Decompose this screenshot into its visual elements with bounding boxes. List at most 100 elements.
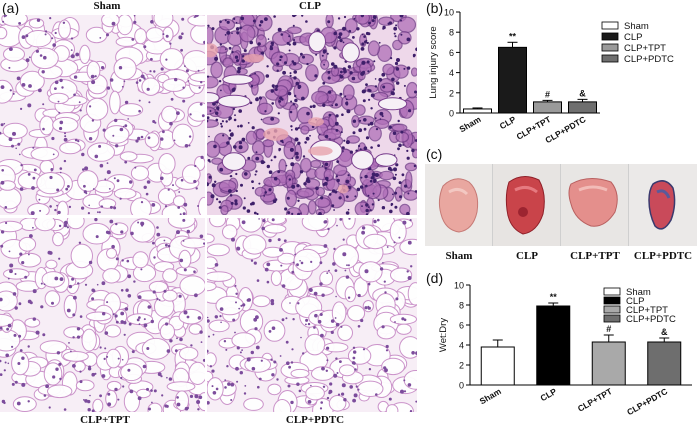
nucleus [207, 401, 210, 405]
alveolus [190, 23, 205, 45]
nucleus [230, 175, 233, 178]
nucleus [301, 96, 305, 101]
nucleus [214, 56, 219, 61]
nucleus [369, 121, 374, 126]
nucleus [152, 241, 155, 245]
alveolus [399, 238, 417, 256]
nucleus [140, 74, 145, 79]
alveolus [323, 342, 349, 353]
airspace [221, 152, 247, 171]
nucleus [374, 78, 377, 80]
nucleus [251, 201, 255, 206]
nucleus [359, 185, 364, 189]
nucleus [395, 67, 400, 71]
nucleus [403, 67, 406, 70]
nucleus [169, 121, 173, 126]
nucleus [366, 41, 369, 45]
alveolus [338, 364, 356, 377]
nucleus [253, 317, 258, 322]
nucleus [165, 34, 169, 38]
nucleus [404, 184, 408, 188]
nucleus [277, 238, 281, 242]
nucleus [153, 256, 156, 259]
nucleus [258, 218, 260, 220]
nucleus [228, 129, 232, 132]
nucleus [241, 220, 246, 225]
nucleus [355, 385, 358, 388]
nucleus [228, 189, 232, 193]
alveolus [245, 130, 258, 145]
x-tick-label: Sham [457, 114, 482, 134]
nucleus [239, 371, 243, 375]
nucleus [160, 67, 164, 71]
nucleus [335, 295, 337, 298]
alveolus [116, 15, 133, 36]
nucleus [21, 356, 25, 360]
nucleus [365, 203, 369, 207]
nucleus [161, 394, 164, 397]
alveolus [301, 218, 329, 232]
alveolus [129, 218, 156, 243]
nucleus [255, 151, 258, 154]
nucleus [400, 33, 403, 36]
nucleus [384, 368, 388, 373]
alveolus [141, 337, 171, 360]
legend-label: CLP+TPT [624, 43, 666, 54]
nucleus [337, 17, 341, 20]
nucleus [377, 199, 380, 202]
nucleus [363, 127, 367, 131]
nucleus [91, 297, 95, 301]
micrograph-label-clp-pdtc: CLP+PDTC [285, 414, 345, 426]
nucleus [131, 38, 135, 41]
alveolus [399, 336, 417, 359]
nucleus [0, 131, 2, 135]
nucleus [240, 16, 245, 21]
nucleus [391, 77, 395, 82]
alveolus [293, 81, 309, 101]
nucleus [365, 31, 370, 36]
nucleus [200, 81, 203, 84]
alveolus [267, 383, 282, 396]
nucleus [367, 206, 370, 209]
nucleus [200, 155, 204, 159]
nucleus [70, 37, 74, 40]
nucleus [18, 334, 22, 338]
nucleus [195, 15, 199, 17]
nucleus [39, 54, 43, 57]
nucleus [347, 264, 350, 267]
nucleus [297, 127, 300, 129]
alveolus [30, 146, 60, 162]
alveolus [161, 105, 178, 124]
nucleus [298, 389, 302, 393]
nucleus [379, 267, 384, 271]
nucleus [270, 301, 275, 306]
nucleus [223, 340, 227, 343]
nucleus [270, 358, 273, 361]
nucleus [338, 32, 343, 36]
nucleus [169, 42, 172, 45]
nucleus [364, 40, 367, 44]
alveolus [305, 385, 325, 401]
nucleus [51, 37, 54, 40]
alveolus [208, 319, 230, 333]
nucleus [336, 224, 338, 227]
nucleus [197, 69, 200, 72]
nucleus [32, 317, 36, 321]
alveolus [17, 252, 42, 268]
nucleus [289, 302, 291, 304]
alveolus [344, 18, 358, 34]
nucleus [210, 194, 215, 199]
alveolus [172, 195, 186, 208]
nucleus [291, 157, 294, 160]
nucleus [176, 337, 178, 340]
nucleus [6, 327, 9, 331]
nucleus [120, 320, 124, 324]
nucleus [64, 220, 68, 225]
nucleus [56, 351, 61, 355]
nucleus [312, 104, 316, 109]
nucleus [352, 356, 356, 360]
nucleus [184, 65, 186, 67]
nucleus [327, 227, 330, 231]
nucleus [247, 156, 251, 160]
alveolus [39, 115, 54, 136]
